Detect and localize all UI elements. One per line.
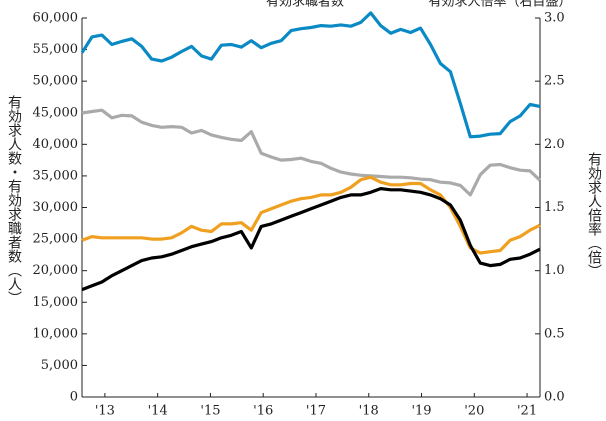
y2-tick-label: 1.5 (544, 200, 565, 215)
y2-tick-label: 3.0 (544, 11, 565, 26)
y2-tick-label: 2.5 (544, 74, 565, 89)
y-tick-label: 50,000 (33, 74, 79, 89)
y-axis-label: 有効求人数・有効求職者数（人） (6, 95, 22, 305)
y-tick-label: 25,000 (33, 232, 79, 247)
annotation: 有効求人倍率（右目盛） (428, 0, 571, 10)
y2-axis-label: 有効求人倍率（倍） (586, 152, 602, 278)
y-tick-label: 55,000 (33, 42, 79, 57)
x-tick-label: '20 (464, 404, 484, 419)
y-tick-label: 20,000 (33, 263, 79, 278)
x-tick-label: '18 (359, 404, 379, 419)
x-tick-label: '17 (306, 404, 326, 419)
x-tick-label: '13 (95, 404, 115, 419)
x-tick-label: '21 (517, 404, 537, 419)
annotation: 有効求職者数 (266, 0, 344, 10)
y-tick-label: 0 (70, 390, 78, 405)
x-tick-label: '16 (253, 404, 273, 419)
series-line (81, 187, 541, 292)
x-tick-label: '14 (148, 404, 168, 419)
y-tick-label: 35,000 (33, 168, 79, 183)
y2-tick-label: 1.0 (544, 263, 565, 278)
y-tick-label: 45,000 (33, 105, 79, 120)
series-line (81, 175, 541, 255)
x-tick-label: '15 (200, 404, 220, 419)
y2-tick-label: 2.0 (544, 137, 565, 152)
series-line (80, 11, 541, 139)
series-line (81, 108, 542, 197)
y-tick-label: 5,000 (41, 358, 78, 373)
y2-tick-label: 0.0 (544, 390, 565, 405)
y-tick-label: 60,000 (33, 11, 79, 26)
y-tick-label: 15,000 (33, 295, 79, 310)
y-tick-label: 30,000 (33, 200, 79, 215)
y-tick-label: 40,000 (33, 137, 79, 152)
y-tick-label: 10,000 (33, 326, 79, 341)
x-tick-label: '19 (411, 404, 431, 419)
y2-tick-label: 0.5 (544, 326, 565, 341)
